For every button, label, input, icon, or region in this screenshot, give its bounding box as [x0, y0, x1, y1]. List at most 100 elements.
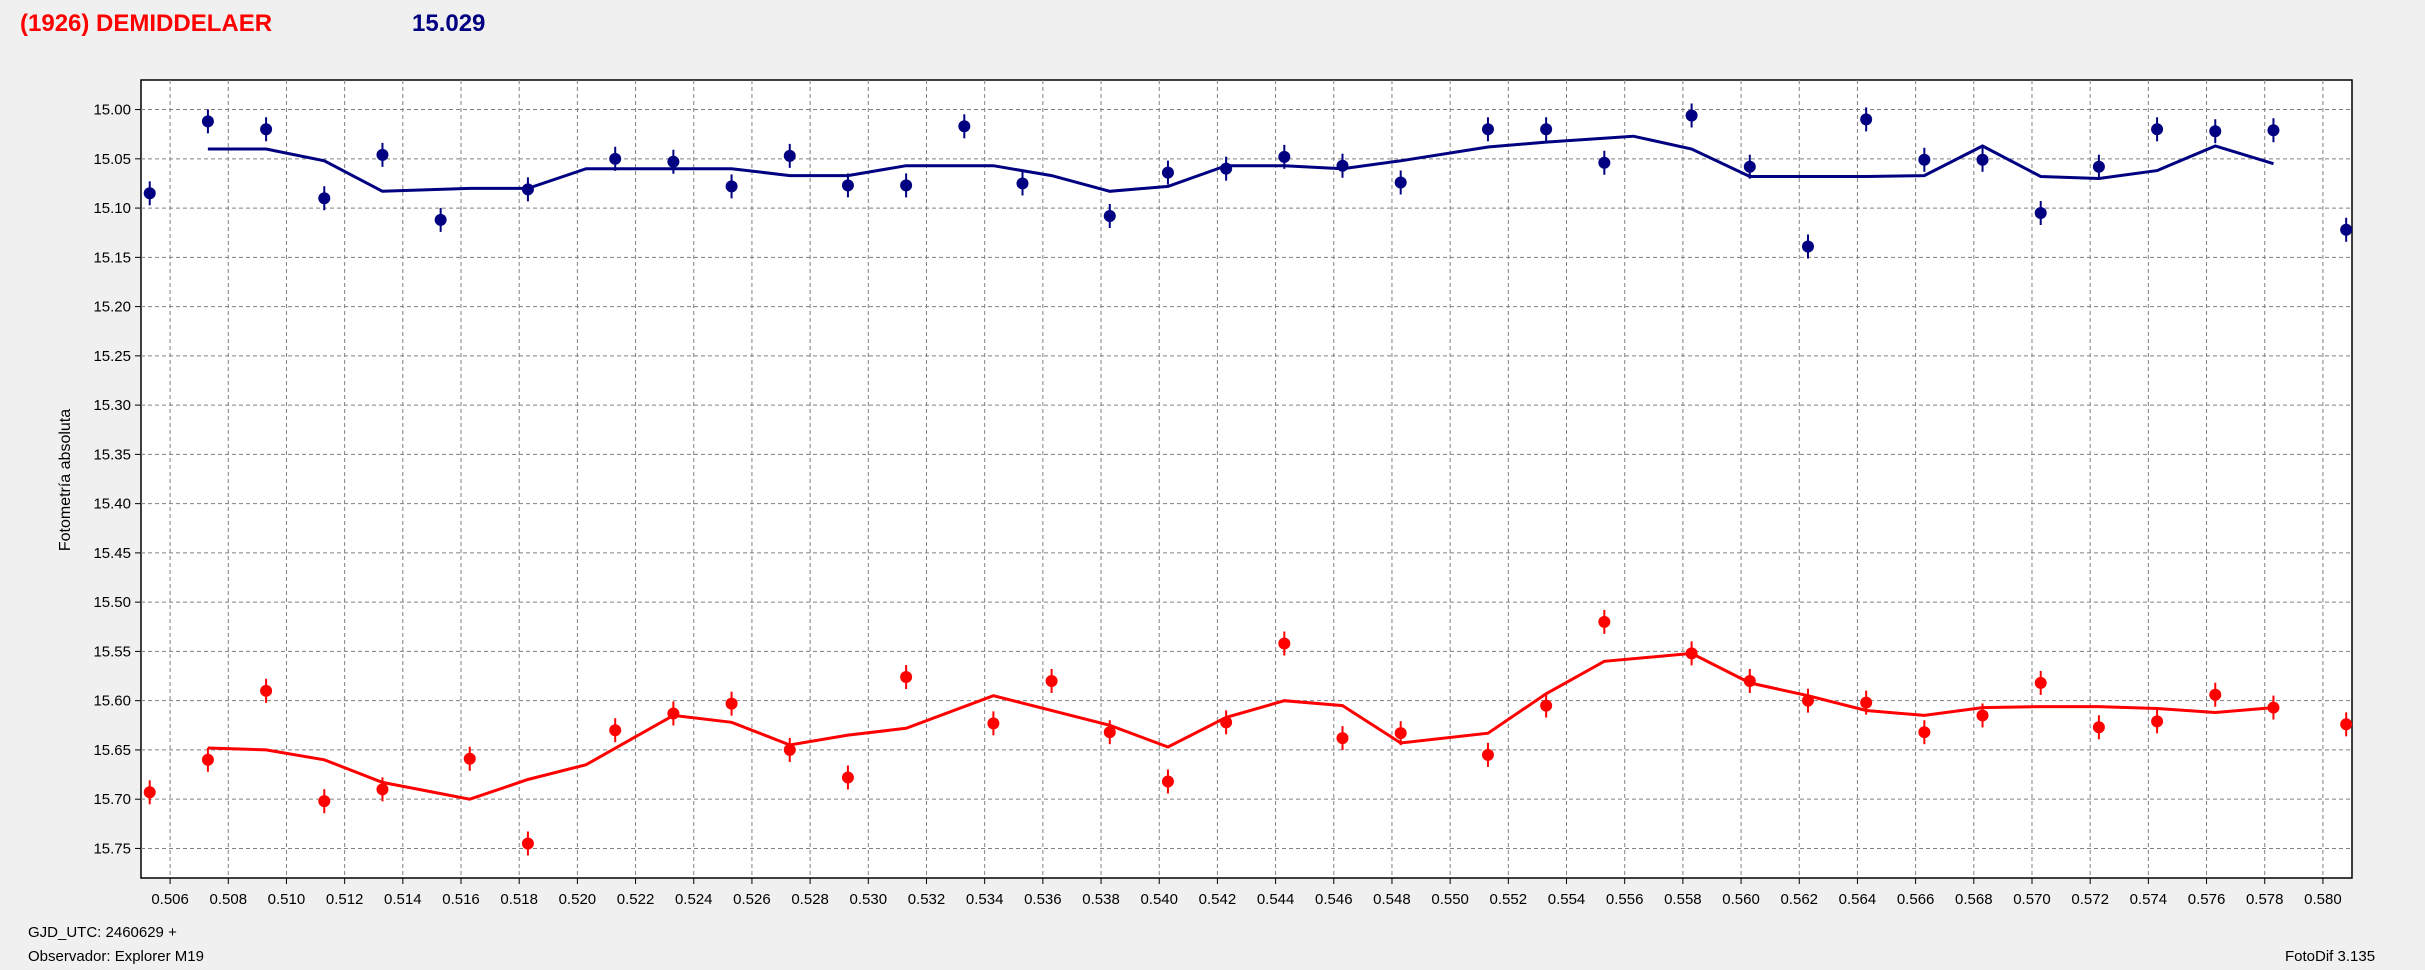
- x-tick-label: 0.516: [442, 891, 480, 908]
- data-marker: [1161, 775, 1174, 788]
- y-tick-label: 15.70: [93, 791, 131, 808]
- series-1-point: [376, 142, 389, 167]
- series-1-point: [2340, 217, 2353, 242]
- data-marker: [318, 192, 331, 205]
- x-tick-label: 0.546: [1315, 891, 1353, 908]
- mean-magnitude-value: 15.029: [412, 10, 486, 37]
- series-2-point: [783, 737, 796, 762]
- series-2-point: [143, 780, 156, 805]
- y-tick-label: 15.60: [93, 693, 131, 710]
- axis-ticks: 0.506 0.508 0.510 0.512 0.514 0.516 0.518 0.520…: [93, 102, 2341, 908]
- y-tick-label: 15.30: [93, 397, 131, 414]
- data-marker: [143, 187, 156, 200]
- series-2-point: [1743, 668, 1756, 693]
- series-2-point: [2340, 712, 2353, 737]
- data-marker: [521, 837, 534, 850]
- x-tick-label: 0.522: [617, 891, 655, 908]
- y-tick-label: 15.75: [93, 840, 131, 857]
- x-tick-label: 0.576: [2188, 891, 2226, 908]
- data-marker: [1918, 153, 1931, 166]
- x-tick-label: 0.536: [1024, 891, 1062, 908]
- series-1-point: [1161, 160, 1174, 185]
- series-2-point: [1161, 769, 1174, 794]
- data-marker: [1220, 716, 1233, 729]
- data-marker: [2034, 207, 2047, 219]
- series-1-point: [1278, 144, 1291, 169]
- series-1-point: [609, 146, 622, 171]
- data-marker: [1685, 647, 1698, 660]
- data-marker: [2092, 160, 2105, 173]
- series-1-point: [318, 186, 331, 211]
- data-marker: [1103, 209, 1116, 222]
- series-2-point: [1801, 688, 1814, 713]
- data-marker: [1598, 615, 1611, 628]
- data-marker: [900, 671, 913, 684]
- data-marker: [1220, 162, 1233, 175]
- series-2-point: [1481, 742, 1494, 767]
- x-tick-label: 0.538: [1082, 891, 1120, 908]
- data-marker: [1976, 709, 1989, 722]
- data-marker: [201, 753, 214, 766]
- data-marker: [725, 180, 738, 193]
- data-marker: [2267, 124, 2280, 137]
- series-1-point: [260, 117, 273, 142]
- series-2-point: [1540, 693, 1553, 718]
- data-marker: [2209, 125, 2222, 138]
- series-2-point: [841, 765, 854, 790]
- series-2-point: [201, 747, 214, 772]
- data-marker: [1801, 694, 1814, 707]
- data-marker: [1976, 153, 1989, 166]
- data-marker: [1481, 123, 1494, 136]
- y-tick-label: 15.20: [93, 299, 131, 316]
- data-marker: [958, 120, 971, 133]
- series-1-point: [143, 181, 156, 206]
- series-1-point: [1801, 234, 1814, 259]
- data-marker: [1103, 726, 1116, 739]
- x-tick-label: 0.526: [733, 891, 771, 908]
- data-marker: [1860, 696, 1873, 709]
- series-1-point: [2151, 117, 2164, 142]
- series-2-point: [2267, 695, 2280, 720]
- data-marker: [1278, 637, 1291, 650]
- series-1-point: [1016, 171, 1029, 196]
- series-1-point: [1103, 203, 1116, 228]
- data-marker: [609, 724, 622, 737]
- y-tick-label: 15.35: [93, 446, 131, 463]
- series-1-point: [201, 109, 214, 134]
- series-1-point: [2034, 201, 2047, 225]
- data-marker: [783, 743, 796, 756]
- data-marker: [841, 179, 854, 192]
- object-name-title: (1926) DEMIDDELAER: [20, 10, 273, 37]
- series-2-point: [667, 701, 680, 726]
- series-2-point: [1394, 721, 1407, 746]
- x-tick-label: 0.578: [2246, 891, 2284, 908]
- x-tick-label: 0.514: [384, 891, 422, 908]
- data-points: [143, 103, 2353, 856]
- series-1-point: [725, 174, 738, 199]
- data-marker: [1161, 166, 1174, 179]
- software-label: FotoDif 3.135: [2285, 948, 2376, 965]
- x-tick-label: 0.562: [1780, 891, 1818, 908]
- data-marker: [1685, 109, 1698, 122]
- x-tick-label: 0.556: [1606, 891, 1644, 908]
- y-tick-label: 15.55: [93, 643, 131, 660]
- data-marker: [1394, 727, 1407, 740]
- data-marker: [900, 179, 913, 192]
- series-2-point: [1976, 703, 1989, 728]
- series-2-point: [1918, 720, 1931, 745]
- x-tick-label: 0.512: [326, 891, 364, 908]
- series-2-point: [900, 665, 913, 690]
- x-tick-label: 0.506: [151, 891, 189, 908]
- data-marker: [260, 123, 273, 136]
- series-1-point: [2092, 154, 2105, 179]
- series-2-point: [1045, 668, 1058, 693]
- series-1-fit-line: [207, 134, 2274, 193]
- data-marker: [1743, 674, 1756, 687]
- series-2-point: [1685, 641, 1698, 666]
- x-tick-label: 0.532: [908, 891, 946, 908]
- data-marker: [841, 771, 854, 784]
- data-marker: [1598, 156, 1611, 169]
- y-tick-label: 15.40: [93, 496, 131, 513]
- series-2-point: [376, 777, 389, 802]
- y-tick-label: 15.00: [93, 102, 131, 119]
